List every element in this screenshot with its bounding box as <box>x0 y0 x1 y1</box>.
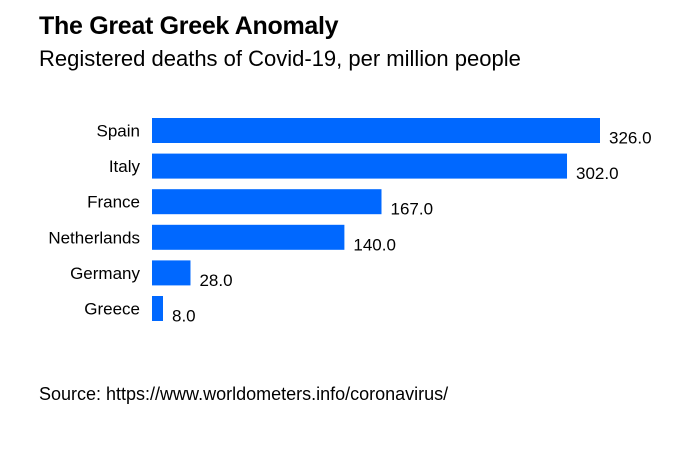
category-label-greece: Greece <box>84 300 140 319</box>
value-label-france: 167.0 <box>390 200 433 219</box>
source-note: Source: https://www.worldometers.info/co… <box>39 384 449 404</box>
bar-france <box>152 189 382 215</box>
category-label-italy: Italy <box>109 157 141 176</box>
chart-title: The Great Greek Anomaly <box>39 12 339 40</box>
value-label-italy: 302.0 <box>576 164 619 183</box>
category-label-netherlands: Netherlands <box>48 228 140 247</box>
bar-spain <box>152 118 600 143</box>
value-label-spain: 326.0 <box>609 129 652 148</box>
chart-subtitle: Registered deaths of Covid-19, per milli… <box>39 46 521 71</box>
category-label-spain: Spain <box>97 122 140 141</box>
bar-netherlands <box>152 224 345 250</box>
category-label-france: France <box>87 193 140 212</box>
value-label-netherlands: 140.0 <box>353 235 396 254</box>
value-label-greece: 8.0 <box>172 307 196 326</box>
value-label-germany: 28.0 <box>199 271 232 290</box>
bar-greece <box>152 296 163 321</box>
category-label-germany: Germany <box>70 264 140 283</box>
bar-italy <box>152 153 568 179</box>
bar-germany <box>152 260 191 286</box>
